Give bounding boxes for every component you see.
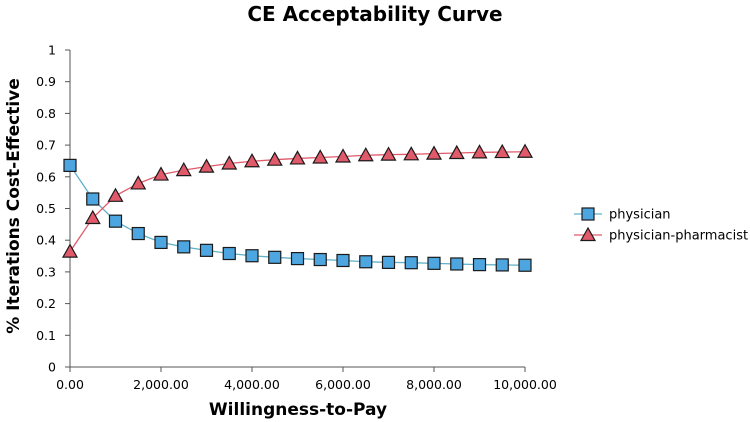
data-point-physician-pharmacist — [425, 145, 443, 160]
x-tick-label: 0.00 — [56, 377, 84, 392]
data-point-physician-pharmacist — [357, 147, 374, 162]
plot-area: 0 0.1 0.2 0.3 0.4 0.5 0.6 0.7 0.8 0.9 1 0.00 2,000.0… — [36, 43, 557, 393]
y-tick-label: 0.6 — [36, 169, 56, 184]
data-point-physician — [199, 243, 214, 257]
data-point-physician-pharmacist — [448, 144, 465, 160]
legend-marker — [581, 207, 595, 221]
data-point-physician-pharmacist — [198, 158, 215, 173]
y-tick-label: 0.1 — [36, 328, 56, 343]
y-axis-title: % Iterations Cost-Effective — [4, 78, 24, 334]
data-point-physician — [177, 240, 191, 254]
data-point-physician-pharmacist — [380, 146, 397, 161]
data-point-physician-pharmacist — [130, 175, 147, 190]
data-point-physician — [108, 214, 123, 228]
data-point-physician-pharmacist — [107, 187, 124, 202]
data-point-physician-pharmacist — [334, 148, 352, 163]
data-point-physician-pharmacist — [84, 209, 101, 225]
data-point-physician — [131, 226, 145, 241]
data-point-physician-pharmacist — [289, 150, 306, 165]
y-tick-label: 0.5 — [36, 201, 56, 216]
data-point-physician — [518, 258, 532, 272]
data-point-physician — [359, 255, 373, 269]
legend-label: physician-pharmacist — [609, 229, 748, 244]
data-point-physician — [313, 252, 327, 267]
data-point-physician-pharmacist — [312, 149, 329, 164]
data-point-physician — [154, 235, 168, 250]
legend-item-physician: physician — [574, 207, 671, 223]
legend-item-physician-pharmacist: physician-pharmacist — [574, 226, 748, 244]
data-point-physician-pharmacist — [403, 146, 420, 161]
data-point-physician — [222, 246, 236, 261]
series-physician-pharmacist — [61, 143, 534, 258]
data-point-physician — [495, 258, 509, 272]
x-tick-label: 8,000.00 — [406, 377, 462, 392]
data-point-physician — [450, 257, 464, 271]
legend: physician physician-pharmacist — [574, 207, 748, 244]
data-point-physician — [268, 250, 282, 264]
chart-title: CE Acceptability Curve — [247, 2, 502, 26]
series-physician — [63, 158, 532, 272]
y-tick-label: 0.7 — [36, 138, 56, 153]
data-point-physician-pharmacist — [494, 143, 511, 159]
x-tick-label: 4,000.00 — [224, 377, 280, 392]
data-point-physician-pharmacist — [516, 143, 534, 158]
x-axis-title: Willingness-to-Pay — [209, 400, 387, 420]
data-point-physician — [404, 256, 418, 270]
x-tick-label: 10,000.00 — [493, 377, 557, 392]
y-tick-label: 1 — [48, 43, 56, 58]
y-tick-label: 0.3 — [36, 264, 56, 279]
data-point-physician-pharmacist — [152, 166, 170, 181]
data-point-physician-pharmacist — [266, 151, 283, 166]
data-point-physician — [427, 256, 441, 270]
data-point-physician-pharmacist — [175, 161, 192, 177]
data-point-physician — [63, 158, 77, 172]
y-tick-label: 0.8 — [36, 106, 56, 121]
y-tick-label: 0.2 — [36, 296, 56, 311]
data-point-physician — [86, 192, 100, 206]
data-point-physician — [290, 251, 305, 266]
legend-label: physician — [609, 208, 671, 223]
y-tick-label: 0.4 — [36, 233, 56, 248]
legend-marker — [579, 226, 597, 242]
y-tick-label: 0.9 — [36, 74, 56, 89]
data-point-physician — [472, 258, 487, 272]
data-point-physician-pharmacist — [243, 153, 261, 168]
y-tick-label: 0 — [48, 360, 56, 375]
data-point-physician-pharmacist — [61, 243, 79, 258]
data-point-physician — [336, 253, 350, 268]
data-point-physician-pharmacist — [471, 144, 488, 159]
x-tick-label: 2,000.00 — [133, 377, 189, 392]
x-tick-label: 6,000.00 — [315, 377, 371, 392]
data-point-physician-pharmacist — [221, 155, 238, 170]
data-point-physician — [245, 249, 259, 263]
data-point-physician — [381, 255, 396, 269]
